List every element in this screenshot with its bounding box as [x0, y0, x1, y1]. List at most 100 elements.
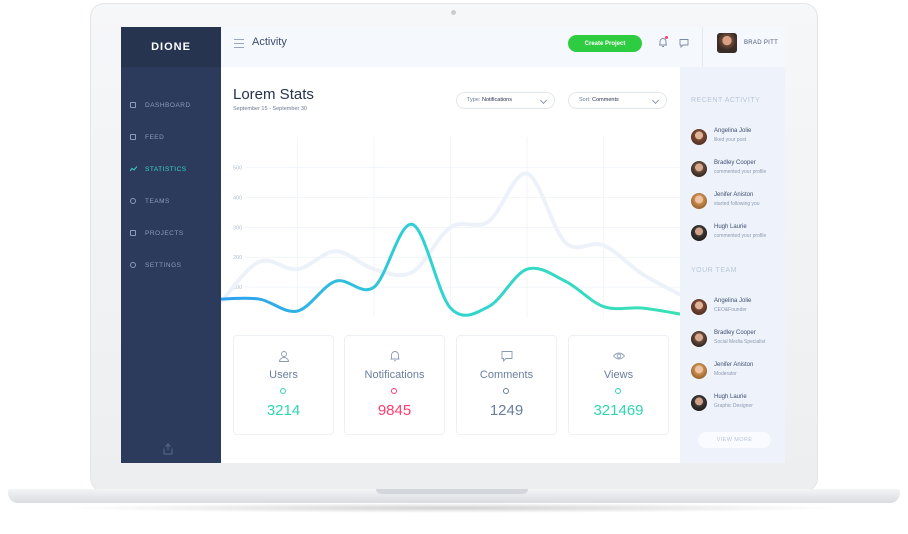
sidebar-item-projects[interactable]: PROJECTS [121, 217, 221, 249]
sidebar-item-settings[interactable]: SETTINGS [121, 249, 221, 281]
page-title: Activity [252, 36, 287, 48]
person-name: Jenifer Aniston [714, 362, 754, 368]
person-name: Hugh Laurie [714, 224, 747, 230]
user-name[interactable]: BRAD PITT [744, 40, 779, 46]
laptop-base [8, 489, 900, 503]
card-label: Users [269, 369, 298, 381]
bell-icon[interactable] [658, 37, 668, 48]
create-project-button[interactable]: Create Project [568, 35, 642, 52]
team-member[interactable]: Jenifer Aniston Moderator [691, 361, 785, 383]
activity-item[interactable]: Bradley Cooper commented your profile [691, 159, 785, 181]
person-detail: liked your post [714, 137, 747, 143]
sidebar-item-label: PROJECTS [145, 229, 184, 237]
user-icon [130, 198, 136, 204]
top-bar: Activity Create Project BRAD PITT [221, 27, 785, 68]
menu-icon[interactable] [234, 39, 244, 48]
card-value: 9845 [377, 402, 412, 419]
activity-item[interactable]: Angelina Jolie liked your post [691, 127, 785, 149]
series-line-primary [221, 222, 680, 317]
avatar [691, 363, 707, 379]
avatar [691, 193, 707, 209]
person-name: Bradley Cooper [714, 330, 756, 336]
line-chart: 500 400 300 200 100 [221, 137, 680, 317]
avatar[interactable] [717, 33, 737, 53]
gear-icon [130, 262, 136, 268]
trend-icon [130, 166, 137, 172]
person-detail: Social Media Specialist [714, 339, 766, 345]
logo-area[interactable]: DIONE [121, 27, 221, 67]
person-name: Angelina Jolie [714, 298, 752, 304]
activity-item[interactable]: Hugh Laurie commented your profile [691, 223, 785, 245]
logo: DIONE [151, 41, 191, 53]
type-dropdown[interactable]: Type: Notifications [456, 92, 555, 109]
person-name: Bradley Cooper [714, 160, 756, 166]
avatar [691, 225, 707, 241]
team-member[interactable]: Hugh Laurie Graphic Designer [691, 393, 785, 415]
copy-icon [130, 134, 136, 140]
sidebar-item-label: DASHBOARD [145, 101, 191, 109]
sidebar-item-statistics[interactable]: STATISTICS [121, 153, 221, 185]
sidebar-item-label: SETTINGS [145, 261, 182, 269]
person-detail: commented your profile [714, 169, 767, 175]
person-name: Hugh Laurie [714, 394, 747, 400]
sidebar-item-dashboard[interactable]: DASHBOARD [121, 89, 221, 121]
card-value: 321469 [593, 402, 644, 419]
document-icon [130, 102, 136, 108]
person-detail: Graphic Designer [714, 403, 753, 409]
y-tick-label: 400 [233, 195, 242, 201]
stats-title: Lorem Stats [233, 86, 314, 103]
person-name: Angelina Jolie [714, 128, 752, 134]
avatar [691, 395, 707, 411]
laptop-notch [376, 489, 528, 494]
y-tick-label: 300 [233, 225, 242, 231]
avatar [691, 161, 707, 177]
app-screen: DIONE DASHBOARD FEED STATISTICS TEAMS PR… [121, 27, 785, 463]
chevron-down-icon [539, 96, 548, 105]
team-member[interactable]: Angelina Jolie CEO&Founder [691, 297, 785, 319]
recent-activity-title: RECENT ACTIVITY [691, 97, 761, 104]
person-name: Jenifer Aniston [714, 192, 754, 198]
card-label: Notifications [364, 369, 425, 381]
card-label: Comments [479, 369, 534, 381]
webcam [451, 10, 456, 15]
sidebar-item-feed[interactable]: FEED [121, 121, 221, 153]
view-more-button[interactable]: VIEW MORE [698, 432, 771, 448]
chart-grid [245, 137, 680, 317]
y-tick-label: 500 [233, 166, 242, 172]
stat-card-comments[interactable]: Comments 1249 [456, 335, 557, 435]
avatar [691, 299, 707, 315]
y-tick-label: 100 [233, 285, 242, 291]
user-icon [279, 351, 289, 362]
activity-item[interactable]: Jenifer Aniston started following you [691, 191, 785, 213]
stat-card-views[interactable]: Views 321469 [568, 335, 669, 435]
sidebar-nav: DASHBOARD FEED STATISTICS TEAMS PROJECTS… [121, 67, 221, 281]
person-detail: started following you [714, 201, 760, 207]
bell-icon [390, 351, 400, 362]
share-icon[interactable] [162, 443, 174, 455]
person-detail: commented your profile [714, 233, 767, 239]
sidebar-item-label: TEAMS [145, 197, 170, 205]
divider [702, 27, 703, 67]
person-detail: Moderator [714, 371, 737, 377]
chat-icon[interactable] [679, 38, 689, 48]
your-team-title: YOUR TEAM [691, 267, 737, 274]
stat-card-notifications[interactable]: Notifications 9845 [344, 335, 445, 435]
team-member[interactable]: Bradley Cooper Social Media Specialist [691, 329, 785, 351]
sort-dropdown-value: Comments [592, 97, 619, 103]
sort-dropdown-label: Sort: [579, 97, 591, 103]
chart-series [221, 171, 680, 317]
clock-icon [280, 388, 286, 394]
sort-dropdown[interactable]: Sort: Comments [568, 92, 667, 109]
sidebar-item-label: FEED [145, 133, 165, 141]
series-line-secondary [221, 171, 680, 305]
person-detail: CEO&Founder [714, 307, 747, 313]
stat-card-users[interactable]: Users 3214 [233, 335, 334, 435]
right-panel: RECENT ACTIVITY Angelina Jolie liked you… [680, 67, 785, 463]
sidebar-item-teams[interactable]: TEAMS [121, 185, 221, 217]
sidebar-item-label: STATISTICS [145, 165, 187, 173]
chat-icon [501, 351, 513, 362]
avatar [691, 129, 707, 145]
card-label: Views [603, 369, 634, 381]
clock-icon [391, 388, 397, 394]
y-axis-ticks: 500 400 300 200 100 [233, 166, 242, 292]
